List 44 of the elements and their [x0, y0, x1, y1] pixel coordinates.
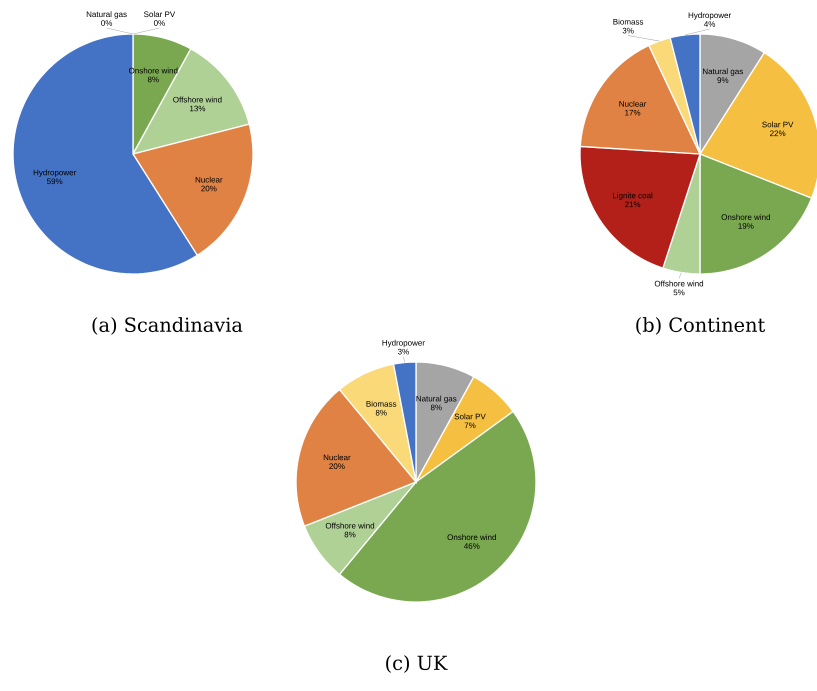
- slice-label: Offshore wind: [326, 522, 374, 529]
- slice-label: Solar PV: [762, 121, 794, 128]
- data-label: 59%: [46, 178, 62, 184]
- slice-label: Offshore wind: [654, 280, 704, 286]
- data-label: 8%: [148, 76, 159, 82]
- slice-label: Offshore wind: [173, 96, 222, 102]
- data-label: 8%: [430, 404, 442, 410]
- text: 0%: [154, 20, 165, 26]
- slice-label: Biomass: [366, 400, 396, 407]
- slice-label: Hydropower: [382, 340, 425, 348]
- data-label: 9%: [717, 77, 728, 83]
- data-label: 17%: [625, 110, 640, 116]
- text: (c) UK: [386, 655, 448, 673]
- data-label: 20%: [329, 463, 345, 470]
- slice-label: Nuclear: [196, 176, 222, 183]
- data-label: 46%: [464, 543, 480, 549]
- slice-label: Natural gas: [703, 68, 743, 76]
- slice-label: Nuclear: [324, 454, 351, 460]
- text: (a) Scandinavia: [92, 317, 242, 335]
- slice-label: Natural gas: [416, 396, 456, 404]
- slice-label: Onshore wind: [722, 214, 770, 220]
- data-label: 5%: [674, 290, 685, 296]
- slice-label: Lignite coal: [612, 192, 652, 200]
- slice-label: Solar PV: [454, 413, 486, 420]
- data-label: 19%: [738, 223, 754, 229]
- slice-label: Hydropower: [688, 12, 732, 20]
- data-label: 20%: [201, 186, 217, 192]
- slice-label: Onshore wind: [448, 534, 496, 540]
- data-label: 13%: [190, 106, 206, 112]
- text: (b) Continent: [636, 317, 766, 335]
- data-label: 8%: [344, 532, 356, 538]
- data-label: 3%: [622, 28, 634, 34]
- category-label: Solar PV: [144, 11, 176, 18]
- slice-label: Hydropower: [34, 169, 76, 177]
- data-label: 3%: [398, 348, 409, 354]
- data-label: 4%: [704, 21, 716, 27]
- slice-label: Nuclear: [619, 100, 646, 107]
- category-label: Natural gas: [86, 11, 127, 19]
- data-label: 21%: [624, 202, 640, 208]
- slice-label: Biomass: [613, 18, 644, 25]
- text: 0%: [101, 20, 112, 26]
- data-label: 8%: [376, 410, 387, 416]
- data-label: 22%: [770, 130, 786, 136]
- data-label: 7%: [464, 422, 476, 428]
